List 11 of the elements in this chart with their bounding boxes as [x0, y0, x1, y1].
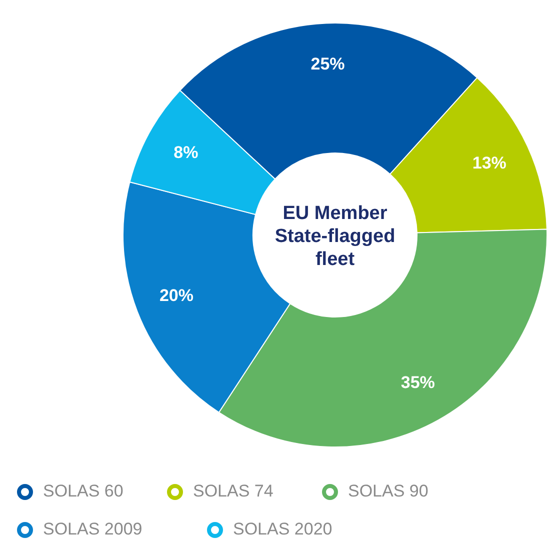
data-label: 13% [472, 153, 506, 172]
data-label: 25% [310, 54, 345, 74]
text: EU Member State-flagged fleet [274, 203, 396, 270]
data-label: 35% [400, 372, 435, 392]
legend-label: SOLAS 2020 [233, 519, 332, 538]
legend-label: SOLAS 74 [193, 481, 274, 500]
legend-label: SOLAS 90 [348, 481, 428, 500]
legend-label: SOLAS 60 [43, 481, 124, 500]
data-label: 20% [159, 286, 194, 305]
data-label: 8% [174, 142, 198, 162]
legend-label: SOLAS 2009 [43, 519, 142, 538]
